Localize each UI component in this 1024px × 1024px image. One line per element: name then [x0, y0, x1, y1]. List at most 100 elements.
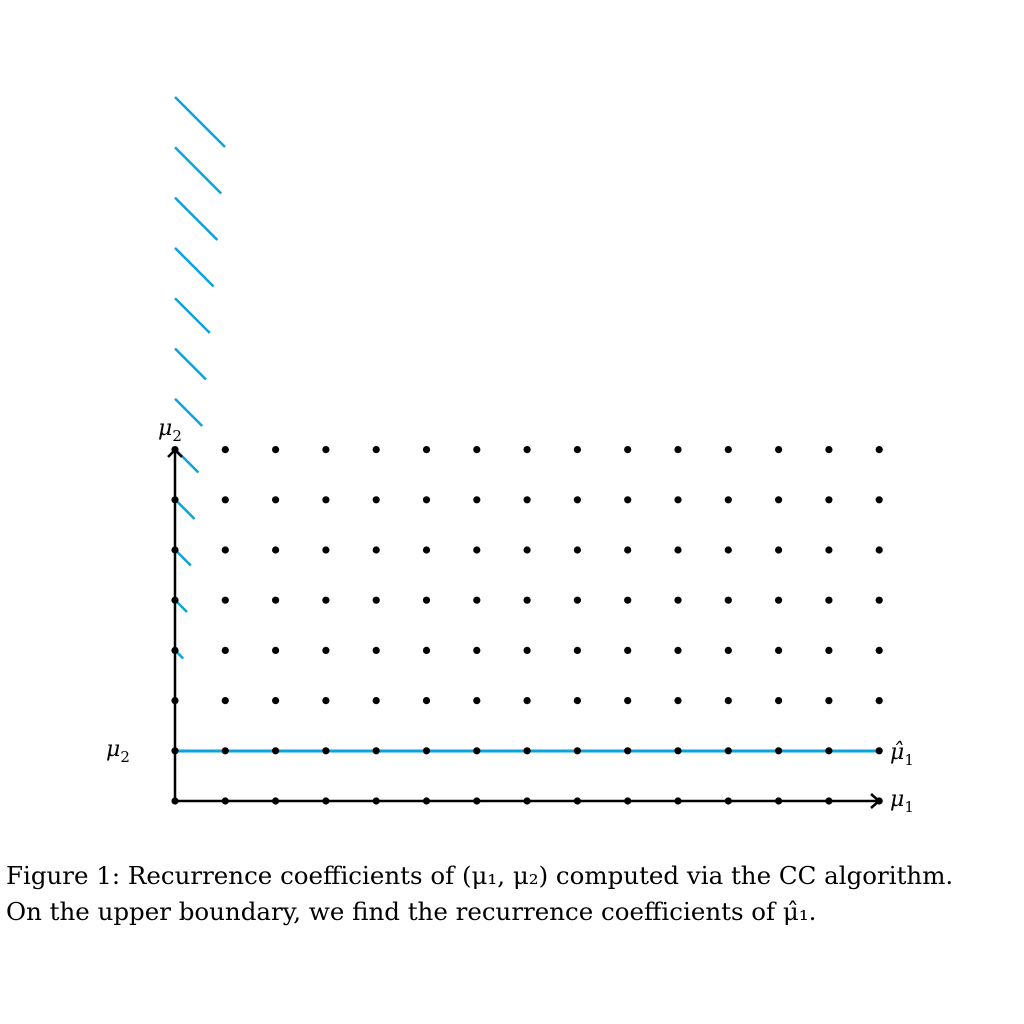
hatch-mark	[174, 498, 196, 520]
lattice-point	[372, 446, 380, 454]
lattice-point	[724, 546, 732, 554]
lattice-point	[573, 646, 582, 655]
lattice-point	[775, 646, 783, 655]
lattice-point	[422, 797, 431, 805]
hatch-mark	[174, 196, 219, 241]
lattice-point	[171, 697, 179, 705]
lattice-point	[775, 496, 783, 504]
lattice-point	[422, 546, 431, 554]
lattice-point	[674, 446, 682, 454]
lattice-point	[624, 797, 632, 805]
lattice-point	[624, 747, 632, 755]
lattice-point	[825, 546, 833, 554]
lattice-point	[221, 797, 229, 805]
lattice-point	[523, 646, 531, 655]
left-row-label: μ2	[106, 737, 130, 766]
hatch-mark	[174, 146, 223, 195]
lattice-point	[322, 446, 330, 454]
lattice-point	[221, 446, 229, 454]
lattice-point	[171, 446, 179, 454]
lattice-point	[875, 797, 883, 805]
lattice-point	[523, 596, 531, 604]
lattice-point	[674, 596, 682, 604]
lattice-point	[724, 646, 732, 655]
lattice-point	[221, 697, 229, 705]
lattice-point	[422, 747, 431, 755]
lattice-point	[322, 496, 330, 504]
lattice-point	[473, 496, 481, 504]
lattice-point	[171, 546, 179, 554]
caption-line-2: On the upper boundary, we find the recur…	[6, 897, 817, 926]
lattice-point	[825, 747, 833, 755]
lattice-point	[473, 797, 481, 805]
lattice-point	[422, 697, 431, 705]
lattice-point	[875, 496, 883, 504]
lattice-point	[875, 646, 883, 655]
lattice-point	[272, 797, 280, 805]
lattice-point	[322, 646, 330, 655]
lattice-point	[875, 747, 883, 755]
lattice-point	[272, 697, 280, 705]
lattice-point	[171, 596, 179, 604]
lattice-point	[272, 596, 280, 604]
lattice-point	[322, 596, 330, 604]
lattice-point	[523, 797, 531, 805]
lattice-point	[573, 596, 582, 604]
lattice-point	[775, 797, 783, 805]
lattice-point	[674, 697, 682, 705]
lattice-point	[573, 546, 582, 554]
lattice-point	[372, 697, 380, 705]
lattice-point	[724, 596, 732, 604]
lattice-point	[875, 546, 883, 554]
lattice-points	[171, 446, 883, 805]
lattice-point	[724, 797, 732, 805]
lattice-point	[724, 496, 732, 504]
lattice-point	[523, 747, 531, 755]
lattice-point	[825, 697, 833, 705]
figure-caption: Figure 1: Recurrence coefficients of (μ₁…	[6, 858, 1022, 930]
lattice-point	[674, 496, 682, 504]
hatch-mark	[174, 96, 226, 148]
lattice-point	[573, 697, 582, 705]
lattice-point	[573, 446, 582, 454]
lattice-point	[422, 646, 431, 655]
lattice-point	[322, 697, 330, 705]
lattice-point	[473, 546, 481, 554]
lattice-point	[473, 747, 481, 755]
lattice-point	[422, 446, 431, 454]
highlight-row-label: μ̂1	[890, 740, 914, 769]
lattice-point	[171, 747, 179, 755]
lattice-point	[624, 446, 632, 454]
lattice-point	[724, 446, 732, 454]
lattice-point	[422, 496, 431, 504]
lattice-point	[825, 646, 833, 655]
hatch-mark	[174, 397, 204, 427]
lattice-point	[272, 546, 280, 554]
lattice-point	[624, 496, 632, 504]
lattice-point	[624, 646, 632, 655]
lattice-point	[171, 797, 179, 805]
lattice-point	[272, 496, 280, 504]
lattice-point	[221, 496, 229, 504]
hatch-mark	[174, 297, 211, 334]
lattice-point	[372, 747, 380, 755]
lattice-point	[221, 596, 229, 604]
lattice-point	[724, 747, 732, 755]
lattice-point	[171, 496, 179, 504]
lattice-point	[171, 646, 179, 655]
lattice-point	[473, 596, 481, 604]
lattice-point	[523, 546, 531, 554]
lattice-point	[272, 646, 280, 655]
lattice-point	[322, 797, 330, 805]
lattice-point	[523, 496, 531, 504]
lattice-point	[473, 697, 481, 705]
lattice-point	[473, 446, 481, 454]
lattice-point	[825, 797, 833, 805]
lattice-point	[825, 496, 833, 504]
x-axis-label: μ1	[890, 787, 914, 816]
lattice-point	[372, 546, 380, 554]
lattice-point	[221, 747, 229, 755]
lattice-point	[674, 797, 682, 805]
hatch-mark	[174, 247, 215, 288]
lattice-point	[272, 446, 280, 454]
